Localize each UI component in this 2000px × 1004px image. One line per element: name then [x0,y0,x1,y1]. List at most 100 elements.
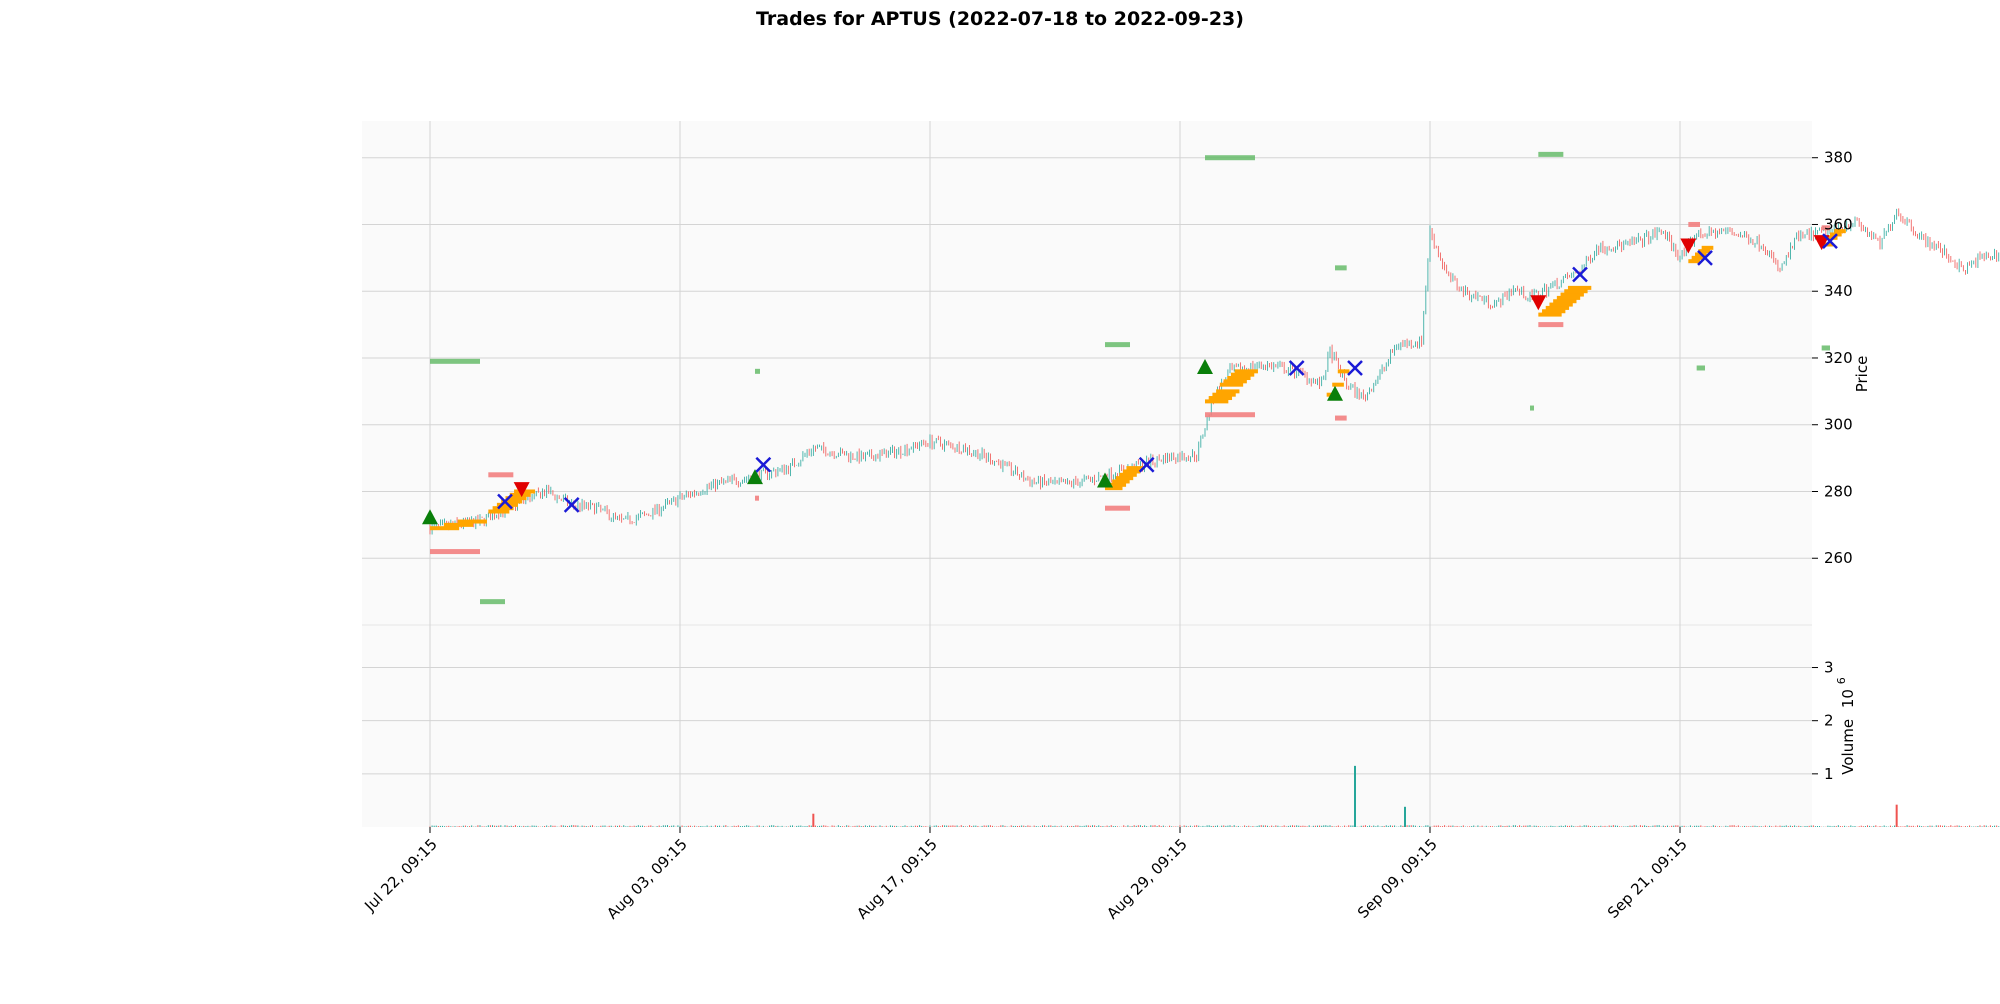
price-tick-label: 320 [1824,349,1853,367]
volume-spike [1354,765,1356,827]
stop-loss-level [1688,221,1700,227]
stop-loss-level [1105,505,1130,511]
long-entry-marker [1327,385,1343,401]
volume-spike [812,813,815,827]
exit-marker [1138,456,1155,473]
take-profit-level [1821,345,1830,351]
exit-marker [1822,233,1838,250]
x-tick-label: Aug 03, 09:15 [603,835,691,923]
stop-loss-level [430,549,480,555]
volume-tick-label: 3 [1824,659,1834,677]
volume-exponent: 6 [1835,677,1848,684]
price-tick-label: 280 [1824,482,1853,500]
x-tick-label: Aug 17, 09:15 [853,835,941,923]
limit-order [1538,312,1562,317]
limit-order [1698,249,1710,254]
limit-order [1122,469,1141,474]
short-entry-marker [1813,235,1830,251]
limit-order [1126,466,1144,471]
limit-order [505,496,527,501]
stop-loss-level [1335,415,1347,421]
limit-order [1834,229,1846,234]
price-axis-label: Price [1853,356,1871,393]
limit-order [1227,376,1251,381]
limit-order [1553,299,1577,304]
limit-order [1219,382,1244,387]
take-profit-level [1335,265,1347,271]
volume-tick-label: 2 [1824,712,1834,730]
limit-order [509,492,531,497]
long-entry-marker [747,469,763,485]
price-panel-background [362,121,1812,625]
limit-order [1567,285,1592,290]
limit-order [1119,472,1137,477]
exit-marker [563,496,580,513]
volume-spike [1404,806,1406,827]
volume-tick-label: 1 [1824,765,1834,783]
limit-order [430,526,460,531]
chart-title: Trades for APTUS (2022-07-18 to 2022-09-… [756,8,1244,30]
short-entry-marker [1530,295,1547,311]
x-tick-label: Sep 21, 09:15 [1604,835,1691,922]
exit-marker [1347,360,1363,376]
limit-order [488,509,510,514]
x-tick-label: Aug 29, 09:15 [1103,835,1191,923]
exit-marker [1288,360,1305,376]
short-entry-marker [513,482,530,498]
limit-order [492,506,514,511]
limit-order [1545,305,1570,310]
volume-panel-background [362,625,1812,827]
volume-axis-label: Volume 10 6 [1835,677,1857,774]
long-entry-marker [1097,472,1113,488]
trade-levels [430,151,1830,605]
exit-marker [497,493,513,510]
limit-order [443,522,474,527]
svg-text:Volume 10 6: Volume 10 6 [1835,677,1857,774]
long-entry-marker [1197,358,1213,374]
limit-order [1223,379,1247,384]
limit-order [1542,309,1566,314]
volume-spike [1895,804,1898,827]
limit-order [1688,259,1700,264]
volume-series [429,765,2000,827]
stop-loss-level [1821,225,1830,231]
x-tick-label: Sep 09, 09:15 [1354,835,1441,922]
take-profit-level [1696,365,1705,371]
limit-order [1212,392,1236,397]
limit-order [1234,369,1258,374]
short-entry-marker [1680,238,1697,254]
take-profit-level [1105,342,1130,348]
limit-order [1701,245,1714,250]
price-series [429,208,2000,535]
limit-order [1691,255,1704,260]
limit-order [1105,486,1123,491]
limit-order [1564,289,1588,294]
price-tick-label: 380 [1824,149,1853,167]
exit-marker [1572,266,1588,283]
limit-order [457,519,487,524]
exit-marker [755,456,772,473]
limit-order [1556,295,1581,300]
limit-order [1115,476,1134,481]
take-profit-level [1530,405,1534,411]
stop-loss-level [488,472,514,478]
take-profit-level [1538,151,1564,157]
price-tick-label: 360 [1824,215,1853,233]
limit-order [1549,302,1573,307]
take-profit-level [480,599,505,605]
limit-order [1205,399,1229,404]
volume-label-text: Volume [1839,719,1857,775]
take-profit-level [1205,155,1255,161]
stop-loss-level [1205,412,1255,418]
trade-markers [422,233,1838,525]
price-tick-label: 260 [1824,549,1853,567]
long-entry-marker [422,509,438,525]
limit-order [1337,369,1350,374]
limit-order [1332,382,1344,387]
take-profit-level [430,358,480,364]
price-tick-label: 300 [1824,416,1853,434]
limit-order [1108,482,1127,487]
limit-order [1112,479,1130,484]
